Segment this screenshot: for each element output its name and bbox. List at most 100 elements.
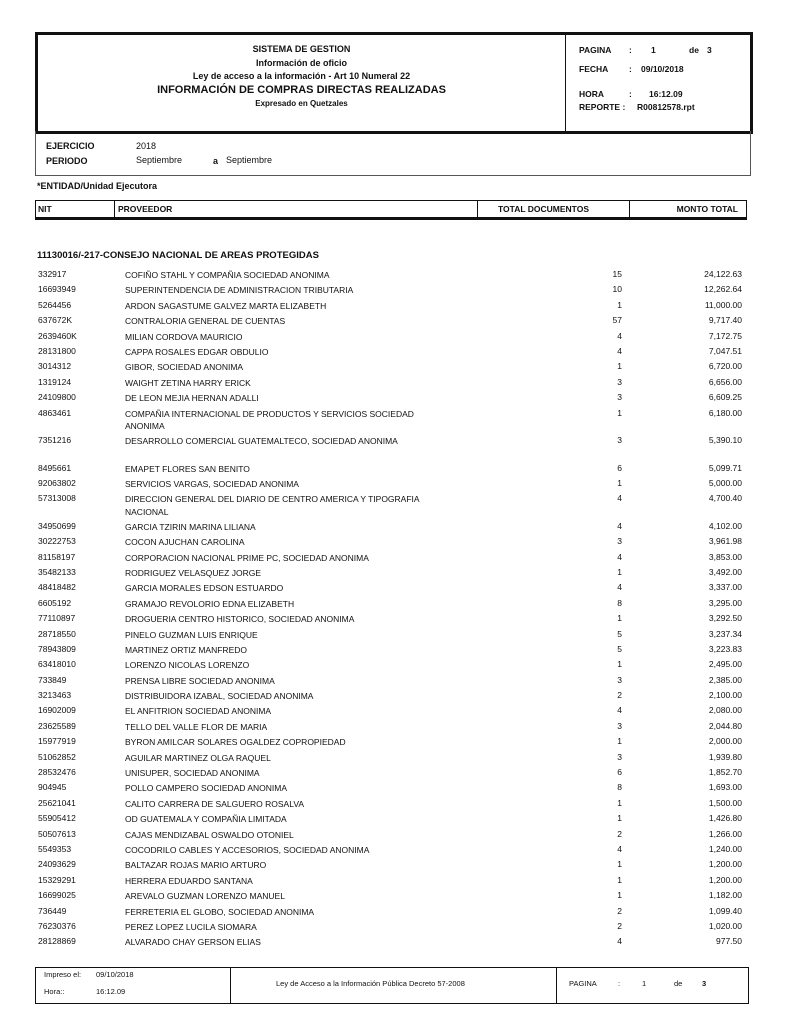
proveedor-cell: COCON AJUCHAN CAROLINA <box>125 537 245 548</box>
proveedor-cell: DISTRIBUIDORA IZABAL, SOCIEDAD ANONIMA <box>125 691 314 702</box>
table-row: 34950699 GARCIA TZIRIN MARINA LILIANA 4 4,1… <box>0 521 791 536</box>
docs-cell: 3 <box>617 376 622 387</box>
nit-cell: 3014312 <box>38 361 72 372</box>
monto-cell: 3,337.00 <box>708 582 742 593</box>
table-row: 3014312 GIBOR, SOCIEDAD ANONIMA 1 6,720.00 <box>0 361 791 376</box>
nit-cell: 78943809 <box>38 643 76 654</box>
currency-note: Expresado en Quetzales <box>255 99 348 108</box>
nit-cell: 332917 <box>38 269 67 279</box>
monto-cell: 1,939.80 <box>708 751 742 762</box>
table-row: 57313008 DIRECCION GENERAL DEL DIARIO DE … <box>0 493 791 521</box>
impreso-value: 09/10/2018 <box>96 970 134 979</box>
docs-cell: 5 <box>617 628 622 639</box>
nit-cell: 1319124 <box>38 376 72 387</box>
monto-cell: 2,080.00 <box>708 705 742 716</box>
page-total: 3 <box>702 979 707 988</box>
monto-cell: 9,717.40 <box>708 315 742 326</box>
monto-cell: 11,000.00 <box>704 299 742 310</box>
colon: : <box>629 45 632 55</box>
monto-cell: 2,000.00 <box>708 736 742 747</box>
table-row: 25621041 CALITO CARRERA DE SALGUERO ROSAL… <box>0 798 791 813</box>
nit-cell: 48418482 <box>38 582 76 593</box>
nit-cell: 23625589 <box>38 720 76 731</box>
proveedor-cell: MILIAN CORDOVA MAURICIO <box>125 331 243 342</box>
proveedor-cell: CAPPA ROSALES EDGAR OBDULIO <box>125 346 269 357</box>
proveedor-cell: BALTAZAR ROJAS MARIO ARTURO <box>125 860 267 871</box>
docs-cell: 4 <box>617 705 622 716</box>
page-number: 1 <box>651 45 656 55</box>
nit-cell: 55905412 <box>38 813 76 824</box>
docs-cell: 8 <box>617 782 622 793</box>
monto-cell: 12,262.64 <box>704 284 742 295</box>
docs-cell: 4 <box>617 936 622 947</box>
docs-cell: 6 <box>617 462 622 473</box>
proveedor-cell: COMPAÑIA INTERNACIONAL DE PRODUCTOS Y SE… <box>125 408 414 432</box>
divider <box>230 968 231 1003</box>
table-row: 15977919 BYRON AMILCAR SOLARES OGALDEZ CO… <box>0 736 791 751</box>
nit-cell: 92063802 <box>38 477 76 488</box>
nit-cell: 24109800 <box>38 392 76 403</box>
hora-label: HORA <box>579 89 605 99</box>
docs-cell: 4 <box>617 330 622 341</box>
proveedor-cell: OD GUATEMALA Y COMPAÑIA LIMITADA <box>125 814 287 825</box>
monto-cell: 3,292.50 <box>708 613 742 624</box>
column-total-documentos: TOTAL DOCUMENTOS <box>498 204 589 214</box>
monto-cell: 24,122.63 <box>704 269 742 279</box>
table-row: 736449 FERRETERIA EL GLOBO, SOCIEDAD ANON… <box>0 906 791 921</box>
proveedor-cell: ARDON SAGASTUME GALVEZ MARTA ELIZABETH <box>125 300 327 311</box>
proveedor-cell: DIRECCION GENERAL DEL DIARIO DE CENTRO A… <box>125 494 420 517</box>
periodo-label: PERIODO <box>46 156 88 166</box>
de-label: de <box>689 45 699 55</box>
column-header: NIT PROVEEDOR TOTAL DOCUMENTOS MONTO TOT… <box>35 200 747 220</box>
nit-cell: 35482133 <box>38 566 76 577</box>
table-row: 50507613 CAJAS MENDIZABAL OSWALDO OTONIEL… <box>0 829 791 844</box>
docs-cell: 2 <box>617 828 622 839</box>
table-row: 28128869 ALVARADO CHAY GERSON ELIAS 4 977.5… <box>0 936 791 951</box>
docs-cell: 1 <box>617 299 622 310</box>
monto-cell: 3,237.34 <box>708 628 742 639</box>
docs-cell: 4 <box>617 582 622 593</box>
nit-cell: 6605192 <box>38 597 72 608</box>
table-row: 16902009 EL ANFITRION SOCIEDAD ANONIMA 4 2,… <box>0 705 791 720</box>
divider <box>556 968 557 1003</box>
report-footer: Impreso el: 09/10/2018 Hora:: 16:12.09 L… <box>35 967 749 1004</box>
monto-cell: 5,000.00 <box>708 477 742 488</box>
proveedor-cell: PEREZ LOPEZ LUCILA SIOMARA <box>125 921 257 932</box>
monto-cell: 1,852.70 <box>708 767 742 778</box>
report-title: INFORMACIÓN DE COMPRAS DIRECTAS REALIZAD… <box>157 83 446 96</box>
reporte-value: R00812578.rpt <box>637 102 695 112</box>
table-row: 2639460K MILIAN CORDOVA MAURICIO 4 7,172.75 <box>0 331 791 346</box>
docs-cell: 1 <box>617 874 622 885</box>
pagina-label: PAGINA <box>579 45 612 55</box>
table-row: 637672K CONTRALORIA GENERAL DE CUENTAS 57 9… <box>0 315 791 330</box>
docs-cell: 1 <box>617 566 622 577</box>
docs-cell: 1 <box>617 736 622 747</box>
docs-cell: 2 <box>617 920 622 931</box>
divider <box>114 201 115 217</box>
nit-cell: 51062852 <box>38 751 76 762</box>
data-rows: 332917 COFIÑO STAHL Y COMPAÑIA SOCIEDAD A… <box>0 269 791 952</box>
docs-cell: 2 <box>617 905 622 916</box>
entidad-label: *ENTIDAD/Unidad Ejecutora <box>37 181 158 191</box>
proveedor-cell: PRENSA LIBRE SOCIEDAD ANONIMA <box>125 675 275 686</box>
docs-cell: 3 <box>617 674 622 685</box>
table-row: 7351216 DESARROLLO COMERCIAL GUATEMALTECO… <box>0 435 791 463</box>
proveedor-cell: BYRON AMILCAR SOLARES OGALDEZ COPROPIEDA… <box>125 737 346 748</box>
nit-cell: 76230376 <box>38 920 76 931</box>
docs-cell: 3 <box>617 536 622 547</box>
docs-cell: 1 <box>617 613 622 624</box>
table-row: 16699025 AREVALO GUZMAN LORENZO MANUEL 1 1,… <box>0 890 791 905</box>
docs-cell: 4 <box>617 844 622 854</box>
divider <box>629 201 630 217</box>
monto-cell: 2,495.00 <box>708 659 742 670</box>
monto-cell: 1,200.00 <box>708 874 742 885</box>
docs-cell: 1 <box>617 477 622 488</box>
table-row: 28131800 CAPPA ROSALES EDGAR OBDULIO 4 7,04… <box>0 346 791 361</box>
nit-cell: 3213463 <box>38 690 72 701</box>
nit-cell: 2639460K <box>38 330 77 341</box>
page-total: 3 <box>707 45 712 55</box>
monto-cell: 5,390.10 <box>708 435 742 446</box>
de-label: de <box>674 979 683 988</box>
monto-cell: 3,961.98 <box>708 536 742 547</box>
docs-cell: 8 <box>617 597 622 608</box>
